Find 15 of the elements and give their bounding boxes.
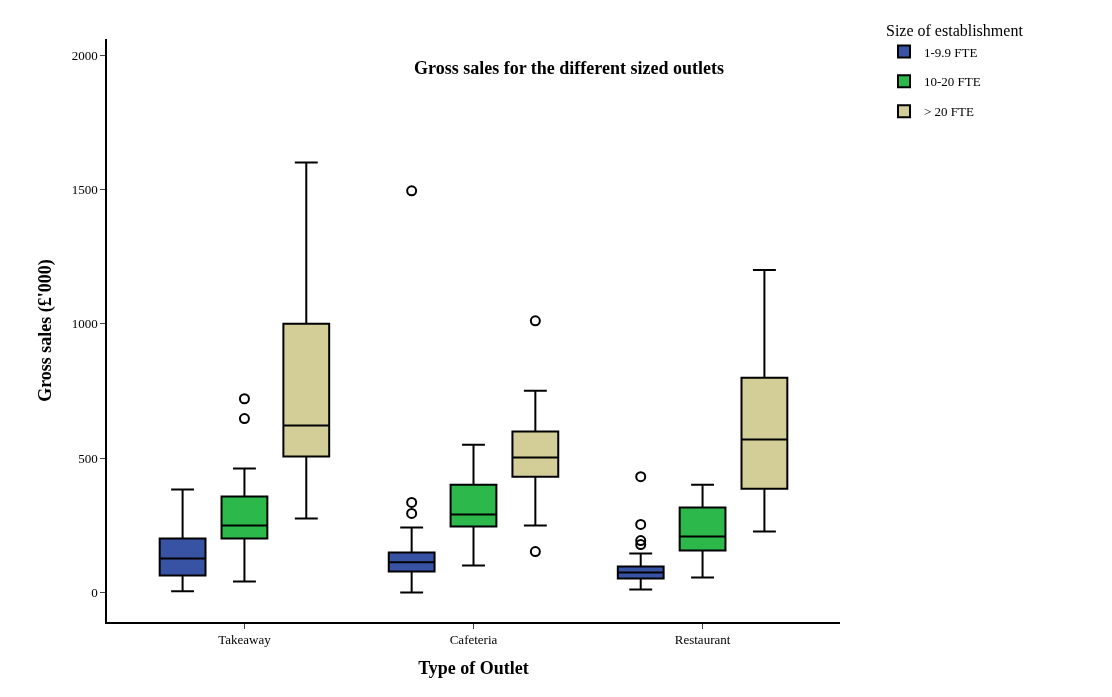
text: Gross sales for the different sized outlets bbox=[414, 58, 724, 78]
y-tick-label: 0 bbox=[91, 585, 98, 600]
y-tick-label: 1500 bbox=[71, 182, 98, 197]
legend-label: 10-20 FTE bbox=[923, 74, 981, 90]
x-tick-label: Cafeteria bbox=[449, 632, 498, 648]
y-axis-title: Gross sales (£'000) bbox=[35, 259, 57, 402]
y-tick-label: 500 bbox=[78, 450, 98, 466]
legend-label: 1-9.9 FTE bbox=[923, 44, 978, 60]
legend-title: Size of establishment bbox=[885, 22, 1024, 40]
x-tick-label: Takeaway bbox=[218, 632, 272, 648]
y-tick-label: 2000 bbox=[71, 47, 98, 63]
y-tick-label: 1000 bbox=[71, 316, 98, 332]
x-tick-label: Restaurant bbox=[674, 632, 731, 648]
legend-label: > 20 FTE bbox=[923, 104, 974, 120]
x-axis-title: Type of Outlet bbox=[418, 657, 529, 678]
